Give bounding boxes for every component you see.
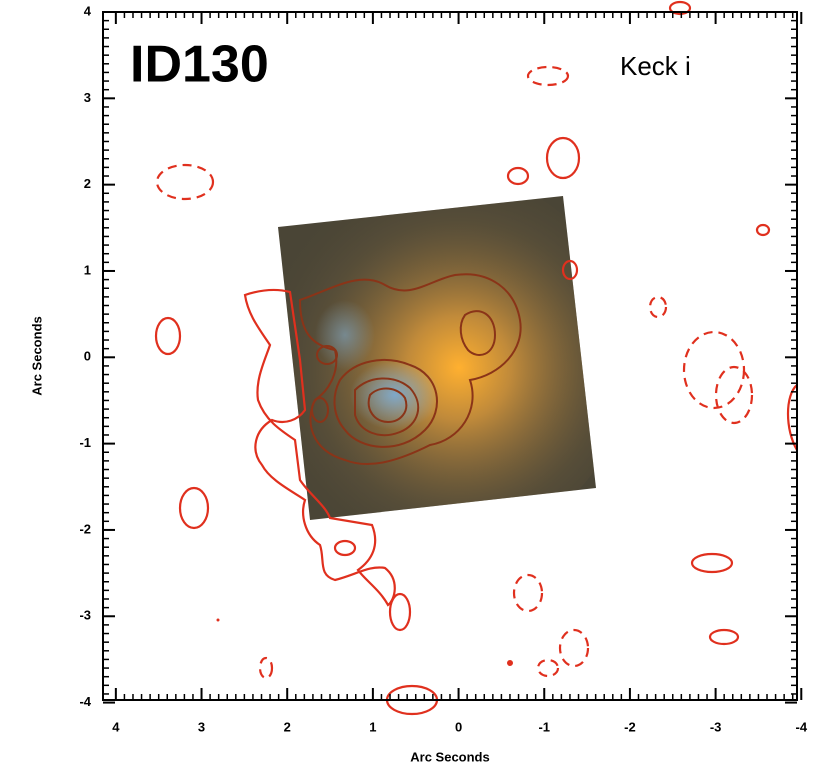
x-tick-label: 0 — [455, 719, 462, 734]
x-tick-label: -3 — [710, 719, 722, 734]
x-tick-label: -1 — [538, 719, 550, 734]
y-tick-label: -1 — [79, 435, 91, 450]
page: {"chart_data": {"type": "image", "title"… — [0, 0, 821, 769]
y-tick-label: 4 — [84, 3, 92, 18]
y-tick-label: -3 — [79, 608, 91, 623]
chart: ID130 Keck i Arc Seconds Arc Seconds 4 3 2… — [0, 0, 821, 769]
x-tick-label: 2 — [284, 719, 291, 734]
y-tick-label: 3 — [84, 90, 91, 105]
y-tick-label: 2 — [84, 176, 91, 191]
annotation: Keck i — [620, 51, 691, 81]
x-axis-label: Arc Seconds — [410, 749, 489, 764]
x-tick-label: -2 — [624, 719, 636, 734]
y-tick-label: 1 — [84, 262, 91, 277]
chart-title: ID130 — [130, 36, 269, 94]
y-axis-label: Arc Seconds — [29, 316, 44, 395]
x-tick-label: 3 — [198, 719, 205, 734]
x-tick-label: -4 — [796, 719, 808, 734]
y-tick-label: -4 — [79, 694, 91, 709]
x-tick-label: 4 — [112, 719, 120, 734]
image-cutout — [250, 170, 630, 550]
y-tick-label: -2 — [79, 521, 91, 536]
x-tick-label: 1 — [369, 719, 376, 734]
y-tick-label: 0 — [84, 349, 91, 364]
